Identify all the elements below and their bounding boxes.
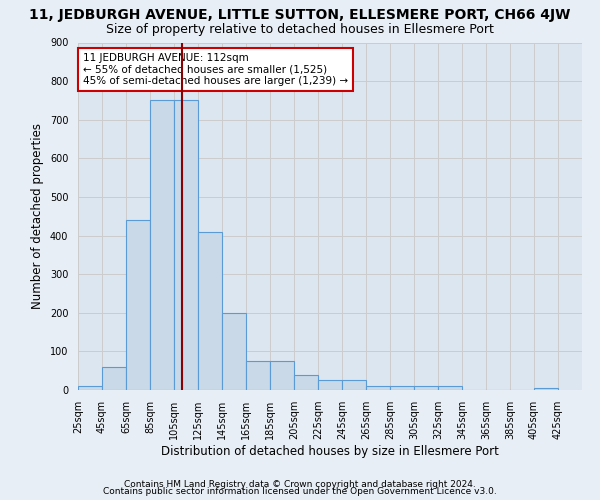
Bar	[390, 386, 414, 390]
Bar	[198, 232, 222, 390]
Text: Contains public sector information licensed under the Open Government Licence v3: Contains public sector information licen…	[103, 488, 497, 496]
Bar	[150, 100, 174, 390]
Bar	[78, 386, 102, 390]
Bar	[102, 367, 126, 390]
Bar	[342, 380, 366, 390]
Text: Contains HM Land Registry data © Crown copyright and database right 2024.: Contains HM Land Registry data © Crown c…	[124, 480, 476, 489]
Bar	[414, 386, 438, 390]
Bar	[318, 380, 342, 390]
Bar	[174, 100, 198, 390]
Y-axis label: Number of detached properties: Number of detached properties	[31, 123, 44, 309]
Bar	[534, 388, 558, 390]
Bar	[438, 386, 462, 390]
X-axis label: Distribution of detached houses by size in Ellesmere Port: Distribution of detached houses by size …	[161, 445, 499, 458]
Bar	[222, 313, 246, 390]
Text: 11 JEDBURGH AVENUE: 112sqm
← 55% of detached houses are smaller (1,525)
45% of s: 11 JEDBURGH AVENUE: 112sqm ← 55% of deta…	[83, 53, 348, 86]
Bar	[366, 386, 390, 390]
Text: Size of property relative to detached houses in Ellesmere Port: Size of property relative to detached ho…	[106, 22, 494, 36]
Bar	[126, 220, 150, 390]
Text: 11, JEDBURGH AVENUE, LITTLE SUTTON, ELLESMERE PORT, CH66 4JW: 11, JEDBURGH AVENUE, LITTLE SUTTON, ELLE…	[29, 8, 571, 22]
Bar	[294, 374, 318, 390]
Bar	[246, 361, 270, 390]
Bar	[270, 361, 294, 390]
